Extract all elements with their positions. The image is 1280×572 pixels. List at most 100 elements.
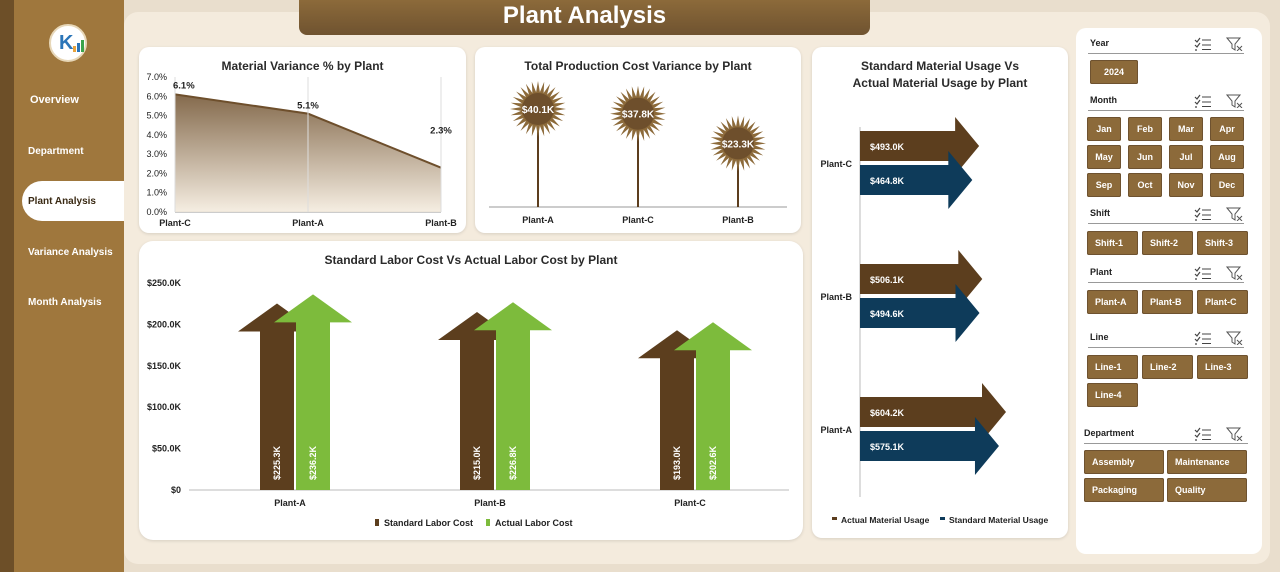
production-cost-card: Total Production Cost Variance by Plant … <box>475 47 801 233</box>
starburst-core <box>522 93 554 125</box>
plant-slicer-item[interactable]: Plant-C <box>1197 290 1248 314</box>
x-tick-label: Plant-C <box>674 498 706 508</box>
production-cost-title: Total Production Cost Variance by Plant <box>524 59 752 73</box>
y-tick-label: Plant-C <box>821 159 853 169</box>
line-slicer-item[interactable]: Line-3 <box>1197 355 1248 379</box>
x-tick-label: Plant-A <box>292 218 324 228</box>
plant-slicer-item[interactable]: Plant-A <box>1087 290 1138 314</box>
labor-cost-title: Standard Labor Cost Vs Actual Labor Cost… <box>324 253 618 267</box>
data-label: $40.1K <box>522 105 555 116</box>
month-slicer-item[interactable]: Apr <box>1210 117 1244 141</box>
data-label: $215.0K <box>472 445 482 480</box>
material-usage-card: Standard Material Usage Vs Actual Materi… <box>812 47 1068 538</box>
line-slicer-title: Line <box>1090 332 1109 342</box>
starburst-core <box>722 127 754 160</box>
nav-overview[interactable]: Overview <box>30 94 79 106</box>
actual-usage-arrow <box>860 250 983 308</box>
line-slicer-item[interactable]: Line-2 <box>1142 355 1193 379</box>
clear-filter-icon[interactable] <box>1226 37 1244 51</box>
shift-slicer-item[interactable]: Shift-3 <box>1197 231 1248 255</box>
y-tick-label: 6.0% <box>146 91 167 101</box>
month-slicer-item[interactable]: Feb <box>1128 117 1162 141</box>
multi-select-icon[interactable] <box>1194 207 1212 221</box>
multi-select-icon[interactable] <box>1194 94 1212 108</box>
clear-filter-icon[interactable] <box>1226 266 1244 280</box>
month-slicer-item[interactable]: May <box>1087 145 1121 169</box>
month-slicer-item[interactable]: Aug <box>1210 145 1244 169</box>
y-tick-label: 0.0% <box>146 207 167 217</box>
line-slicer-item[interactable]: Line-4 <box>1087 383 1138 407</box>
data-label: 6.1% <box>173 80 195 91</box>
clear-filter-icon[interactable] <box>1226 331 1244 345</box>
month-slicer-item[interactable]: Jan <box>1087 117 1121 141</box>
line-slicer-divider <box>1088 347 1244 348</box>
shift-slicer-title: Shift <box>1090 208 1110 218</box>
y-tick-label: $150.0K <box>147 361 182 371</box>
year-slicer-divider <box>1088 53 1244 54</box>
multi-select-icon[interactable] <box>1194 331 1212 345</box>
labor-cost-chart: $0 $50.0K $100.0K $150.0K $200.0K $250.0K $225… <box>147 278 789 528</box>
y-tick-label: 1.0% <box>146 188 167 198</box>
multi-select-icon[interactable] <box>1194 427 1212 441</box>
department-slicer-item[interactable]: Packaging <box>1084 478 1164 502</box>
year-slicer-item[interactable]: 2024 <box>1090 60 1138 84</box>
multi-select-icon[interactable] <box>1194 266 1212 280</box>
standard-usage-arrow <box>860 284 980 342</box>
y-tick-label: Plant-B <box>821 292 853 302</box>
data-label: 2.3% <box>430 126 452 137</box>
nav-plant-analysis[interactable]: Plant Analysis <box>22 181 124 221</box>
legend-swatch <box>486 519 490 526</box>
department-slicer-divider <box>1084 443 1248 444</box>
month-slicer-item[interactable]: Nov <box>1169 173 1203 197</box>
month-slicer-item[interactable]: Sep <box>1087 173 1121 197</box>
starburst-core <box>622 97 654 130</box>
month-slicer-divider <box>1088 110 1244 111</box>
y-tick-label: $250.0K <box>147 278 182 288</box>
y-tick-label: Plant-A <box>821 425 853 435</box>
legend-label: Actual Material Usage <box>841 515 930 525</box>
nav-month-analysis[interactable]: Month Analysis <box>28 296 102 308</box>
material-variance-card: Material Variance % by Plant 0.0% 1.0% 2.0… <box>139 47 466 233</box>
x-tick-label: Plant-B <box>722 215 754 225</box>
department-slicer-item[interactable]: Quality <box>1167 478 1247 502</box>
data-label: $37.8K <box>622 110 655 121</box>
x-tick-label: Plant-A <box>274 498 306 508</box>
month-slicer-item[interactable]: Jul <box>1169 145 1203 169</box>
multi-select-icon[interactable] <box>1194 37 1212 51</box>
y-tick-label: 3.0% <box>146 149 167 159</box>
month-slicer-item[interactable]: Jun <box>1128 145 1162 169</box>
month-slicer-title: Month <box>1090 95 1117 105</box>
data-label: $236.2K <box>308 445 318 480</box>
data-label: $202.6K <box>708 445 718 480</box>
legend-label: Standard Material Usage <box>949 515 1048 525</box>
clear-filter-icon[interactable] <box>1226 427 1244 441</box>
standard-usage-arrow <box>860 151 973 209</box>
data-label: $193.0K <box>672 445 682 480</box>
logo-letter-icon: K <box>59 32 74 54</box>
y-tick-label: $0 <box>171 485 181 495</box>
month-slicer-item[interactable]: Oct <box>1128 173 1162 197</box>
title-bar: Plant Analysis <box>299 0 870 35</box>
x-tick-label: Plant-C <box>622 215 654 225</box>
plant-slicer-item[interactable]: Plant-B <box>1142 290 1193 314</box>
nav-variance-analysis[interactable]: Variance Analysis <box>28 246 113 258</box>
month-slicer-item[interactable]: Dec <box>1210 173 1244 197</box>
shift-slicer-item[interactable]: Shift-2 <box>1142 231 1193 255</box>
legend-swatch <box>940 517 945 520</box>
clear-filter-icon[interactable] <box>1226 207 1244 221</box>
shift-slicer-item[interactable]: Shift-1 <box>1087 231 1138 255</box>
line-slicer-item[interactable]: Line-1 <box>1087 355 1138 379</box>
department-slicer-item[interactable]: Assembly <box>1084 450 1164 474</box>
data-label: $23.3K <box>722 139 755 150</box>
actual-usage-arrow <box>860 383 1006 441</box>
y-tick-label: 2.0% <box>146 168 167 178</box>
clear-filter-icon[interactable] <box>1226 94 1244 108</box>
department-slicer-item[interactable]: Maintenance <box>1167 450 1247 474</box>
material-usage-title: Standard Material Usage Vs Actual Materi… <box>812 58 1068 92</box>
y-tick-label: $100.0K <box>147 402 182 412</box>
nav-department[interactable]: Department <box>28 145 84 157</box>
standard-labor-arrow <box>438 311 516 490</box>
y-tick-label: 5.0% <box>146 111 167 121</box>
logo-bar-icon <box>77 43 80 52</box>
month-slicer-item[interactable]: Mar <box>1169 117 1203 141</box>
